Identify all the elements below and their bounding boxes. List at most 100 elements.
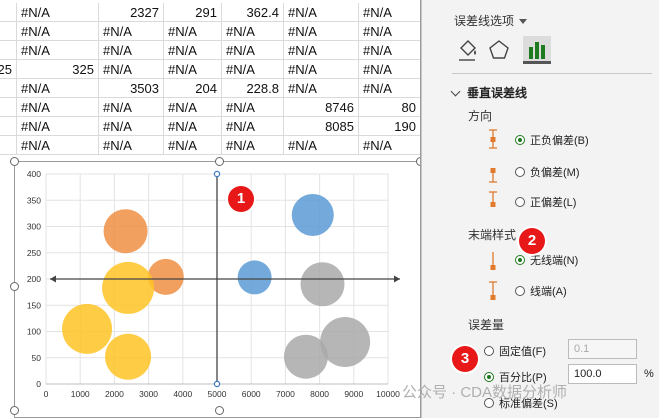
sheet-cell[interactable]: #N/A <box>99 98 164 117</box>
sheet-cell[interactable]: · <box>0 41 17 60</box>
sheet-cell[interactable]: #N/A <box>284 3 359 22</box>
sheet-cell[interactable]: 190 <box>359 117 421 136</box>
sheet-cell[interactable]: 8085 <box>284 117 359 136</box>
x-tick-label: 8000 <box>310 389 329 399</box>
sheet-cell[interactable]: #N/A <box>164 22 222 41</box>
radio-label: 正负偏差(B) <box>530 135 589 147</box>
percentage-input[interactable]: 100.0 <box>568 364 637 384</box>
chart-resize-handle[interactable] <box>10 406 19 415</box>
sheet-cell[interactable]: #N/A <box>17 41 99 60</box>
sheet-cell[interactable]: #N/A <box>99 60 164 79</box>
pane-divider[interactable] <box>420 0 421 418</box>
radio-plus[interactable]: 正偏差(L) <box>515 194 576 210</box>
bubble-chart[interactable]: 0 1000 2000 3000 4000 5000 6000 7000 8000 9000 100… <box>14 161 421 418</box>
sheet-cell[interactable]: · <box>0 3 17 22</box>
paint-bucket-icon <box>459 40 476 61</box>
sheet-cell[interactable]: 325 <box>17 60 99 79</box>
cell-grid[interactable]: ·#N/A2327291362.4#N/A#N/A·#N/A#N/A#N/A#N… <box>0 0 421 166</box>
fixed-value-input[interactable]: 0.1 <box>568 339 637 359</box>
sheet-cell[interactable]: #N/A <box>222 98 284 117</box>
chart-resize-handle[interactable] <box>10 157 19 166</box>
y-tick-label: 50 <box>32 353 42 363</box>
sheet-cell[interactable]: #N/A <box>359 3 421 22</box>
tab-fill-line[interactable] <box>453 36 481 64</box>
sheet-cell[interactable]: #N/A <box>222 60 284 79</box>
chart-resize-handle[interactable] <box>10 282 19 291</box>
radio-button <box>515 197 525 208</box>
bubble-point <box>105 333 152 380</box>
sheet-cell[interactable]: #N/A <box>164 41 222 60</box>
tab-effects[interactable] <box>485 36 513 64</box>
sheet-cell[interactable]: #N/A <box>222 22 284 41</box>
sheet-cell[interactable]: · <box>0 117 17 136</box>
radio-cap[interactable]: 线端(A) <box>515 283 567 299</box>
sheet-cell[interactable]: · <box>0 79 17 98</box>
y-tick-label: 300 <box>27 222 41 232</box>
sheet-cell[interactable]: #N/A <box>17 79 99 98</box>
sheet-cell[interactable]: 362.4 <box>222 3 284 22</box>
error-amount-label: 误差量 <box>468 318 505 332</box>
sheet-cell[interactable]: 8746 <box>284 98 359 117</box>
sheet-cell[interactable]: #N/A <box>359 22 421 41</box>
radio-button <box>484 398 494 409</box>
sheet-cell[interactable]: #N/A <box>99 22 164 41</box>
sheet-cell[interactable]: 2327 <box>99 3 164 22</box>
sheet-cell[interactable]: #N/A <box>284 41 359 60</box>
sheet-cell[interactable]: #N/A <box>359 60 421 79</box>
sheet-cell[interactable]: 3503 <box>99 79 164 98</box>
bubble-point <box>300 262 345 307</box>
sheet-cell[interactable]: #N/A <box>164 136 222 155</box>
sheet-cell[interactable]: #N/A <box>284 60 359 79</box>
chart-resize-handle[interactable] <box>215 157 224 166</box>
radio-standard-deviation[interactable]: 标准偏差(S) <box>484 395 558 411</box>
spreadsheet-grid[interactable]: ·#N/A2327291362.4#N/A#N/A·#N/A#N/A#N/A#N… <box>0 0 421 418</box>
sheet-cell[interactable]: #N/A <box>17 22 99 41</box>
sheet-cell[interactable]: #N/A <box>164 117 222 136</box>
sheet-cell[interactable]: · <box>0 22 17 41</box>
plus-direction-icon <box>489 191 497 207</box>
pentagon-icon <box>489 40 509 59</box>
sheet-cell[interactable]: #N/A <box>164 60 222 79</box>
sheet-cell[interactable]: #N/A <box>17 3 99 22</box>
chart-resize-handle[interactable] <box>215 406 224 415</box>
radio-minus[interactable]: 负偏差(M) <box>515 164 580 180</box>
tab-error-bar-options[interactable] <box>523 36 551 64</box>
sheet-cell[interactable]: #N/A <box>222 117 284 136</box>
sheet-cell[interactable]: 204 <box>164 79 222 98</box>
sheet-cell[interactable]: #N/A <box>284 136 359 155</box>
sheet-cell[interactable]: #N/A <box>164 98 222 117</box>
bubble-point <box>103 209 148 254</box>
sheet-cell[interactable]: #N/A <box>284 79 359 98</box>
sheet-cell[interactable]: #N/A <box>284 22 359 41</box>
sheet-cell[interactable]: #N/A <box>359 41 421 60</box>
sheet-cell[interactable]: #N/A <box>222 136 284 155</box>
sheet-cell[interactable]: · <box>0 98 17 117</box>
sheet-cell[interactable]: #N/A <box>359 136 421 155</box>
sheet-cell[interactable]: 25 <box>0 60 17 79</box>
sheet-cell[interactable]: #N/A <box>17 98 99 117</box>
radio-both[interactable]: 正负偏差(B) <box>515 132 589 148</box>
percent-unit: % <box>644 368 654 380</box>
radio-percentage[interactable]: 百分比(P) <box>484 369 547 385</box>
section-title: 垂直误差线 <box>467 86 528 100</box>
sheet-cell[interactable]: #N/A <box>222 41 284 60</box>
pane-title-dropdown[interactable]: 误差线选项 <box>454 12 528 29</box>
chart-resize-handle[interactable] <box>416 157 421 166</box>
sheet-cell[interactable]: 228.8 <box>222 79 284 98</box>
radio-fixed-value[interactable]: 固定值(F) <box>484 343 546 359</box>
sheet-cell[interactable]: #N/A <box>99 117 164 136</box>
sheet-cell[interactable]: · <box>0 136 17 155</box>
sheet-cell[interactable]: #N/A <box>99 41 164 60</box>
radio-label: 无线端(N) <box>530 255 579 267</box>
radio-no-cap[interactable]: 无线端(N) <box>515 252 578 268</box>
radio-label: 标准偏差(S) <box>499 398 558 410</box>
sheet-cell[interactable]: #N/A <box>17 117 99 136</box>
section-vertical-error-bar[interactable]: 垂直误差线 <box>450 84 528 101</box>
sheet-cell[interactable]: #N/A <box>359 79 421 98</box>
sheet-cell[interactable]: 291 <box>164 3 222 22</box>
sheet-cell[interactable]: #N/A <box>99 136 164 155</box>
sheet-cell[interactable]: #N/A <box>17 136 99 155</box>
pane-title: 误差线选项 <box>454 14 515 28</box>
bubble-point <box>283 334 328 379</box>
sheet-cell[interactable]: 80 <box>359 98 421 117</box>
